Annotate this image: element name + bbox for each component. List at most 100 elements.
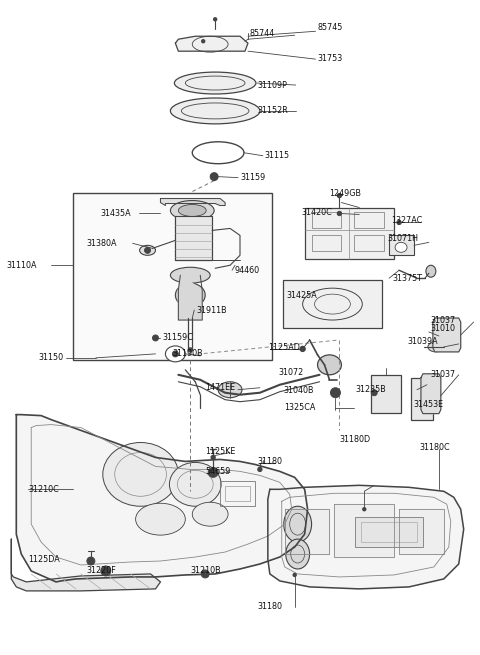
Ellipse shape: [170, 267, 210, 283]
Circle shape: [397, 221, 401, 225]
Polygon shape: [399, 509, 444, 554]
Text: 1325CA: 1325CA: [284, 403, 315, 412]
Circle shape: [300, 346, 305, 351]
Polygon shape: [16, 415, 308, 582]
Text: 31115: 31115: [265, 151, 290, 160]
Polygon shape: [335, 504, 394, 557]
Circle shape: [212, 174, 216, 179]
Text: 1125AD: 1125AD: [268, 343, 300, 352]
Ellipse shape: [286, 539, 310, 569]
Ellipse shape: [435, 324, 459, 348]
Circle shape: [201, 570, 209, 578]
Circle shape: [337, 212, 341, 215]
Circle shape: [103, 568, 109, 574]
Text: 94460: 94460: [234, 266, 259, 274]
Text: 31180D: 31180D: [339, 435, 371, 444]
Text: 31152R: 31152R: [258, 106, 288, 115]
Text: 1327AC: 1327AC: [391, 216, 422, 225]
Ellipse shape: [284, 506, 312, 542]
Circle shape: [210, 173, 218, 181]
Circle shape: [154, 337, 157, 339]
Ellipse shape: [428, 342, 444, 352]
Text: 1125KE: 1125KE: [205, 447, 236, 456]
Polygon shape: [433, 318, 461, 352]
Circle shape: [87, 557, 95, 565]
Circle shape: [258, 468, 262, 472]
Ellipse shape: [192, 502, 228, 526]
Text: 31180C: 31180C: [419, 443, 450, 452]
Text: 1249GB: 1249GB: [329, 189, 361, 198]
Text: 85745: 85745: [318, 23, 343, 32]
Text: 31190B: 31190B: [172, 349, 203, 358]
Circle shape: [144, 248, 151, 253]
Text: 31375T: 31375T: [392, 274, 422, 283]
Polygon shape: [175, 36, 248, 51]
Polygon shape: [268, 485, 464, 589]
FancyBboxPatch shape: [283, 280, 382, 328]
Ellipse shape: [174, 72, 256, 94]
Text: 31753: 31753: [318, 54, 343, 63]
Circle shape: [293, 574, 296, 576]
Text: 31435A: 31435A: [101, 209, 132, 218]
Text: 31180: 31180: [258, 603, 283, 611]
Ellipse shape: [103, 443, 179, 506]
Ellipse shape: [426, 265, 436, 277]
Text: 1471EE: 1471EE: [205, 383, 235, 392]
Circle shape: [101, 566, 111, 576]
Circle shape: [203, 571, 208, 576]
Circle shape: [371, 390, 377, 396]
Ellipse shape: [318, 355, 341, 375]
Text: 31420C: 31420C: [301, 208, 332, 217]
Circle shape: [337, 194, 341, 198]
Text: 31453E: 31453E: [413, 400, 443, 409]
Ellipse shape: [170, 200, 214, 221]
Text: 31210C: 31210C: [28, 485, 59, 494]
Circle shape: [188, 348, 192, 352]
Text: 31109P: 31109P: [258, 81, 288, 90]
Text: 31180: 31180: [258, 457, 283, 466]
Text: 31037: 31037: [431, 370, 456, 379]
Circle shape: [330, 388, 340, 398]
Ellipse shape: [440, 329, 454, 343]
Text: 31220F: 31220F: [87, 567, 117, 576]
Text: 31425A: 31425A: [287, 291, 317, 299]
Text: 1125DA: 1125DA: [28, 555, 60, 563]
Text: 31071H: 31071H: [387, 234, 418, 243]
Circle shape: [333, 390, 338, 396]
Text: 31040B: 31040B: [284, 386, 314, 395]
Text: 31039A: 31039A: [407, 337, 438, 346]
Text: 31159: 31159: [240, 173, 265, 182]
Polygon shape: [179, 275, 202, 320]
Ellipse shape: [218, 382, 242, 398]
Circle shape: [214, 18, 216, 21]
Circle shape: [210, 470, 216, 476]
Ellipse shape: [136, 503, 185, 535]
Text: 31911B: 31911B: [196, 306, 227, 314]
Text: 31037: 31037: [431, 316, 456, 324]
Circle shape: [363, 508, 366, 511]
Circle shape: [153, 335, 158, 341]
Ellipse shape: [166, 346, 185, 362]
Text: 54659: 54659: [205, 467, 230, 476]
Ellipse shape: [179, 204, 206, 216]
FancyBboxPatch shape: [371, 375, 401, 413]
Text: 31072: 31072: [279, 368, 304, 377]
Text: 31110A: 31110A: [6, 261, 37, 270]
Circle shape: [202, 40, 204, 43]
Text: 31010: 31010: [431, 324, 456, 333]
Ellipse shape: [169, 462, 221, 506]
Circle shape: [88, 559, 93, 563]
Polygon shape: [285, 509, 329, 554]
Text: 31210B: 31210B: [190, 567, 221, 576]
Circle shape: [211, 455, 215, 459]
Ellipse shape: [170, 98, 260, 124]
Polygon shape: [421, 374, 441, 414]
Polygon shape: [12, 539, 160, 591]
FancyBboxPatch shape: [389, 235, 414, 255]
Ellipse shape: [140, 246, 156, 255]
FancyBboxPatch shape: [175, 216, 212, 260]
Text: 31235B: 31235B: [355, 385, 386, 394]
Text: 31159C: 31159C: [162, 333, 193, 343]
FancyBboxPatch shape: [355, 517, 423, 547]
FancyBboxPatch shape: [411, 378, 433, 420]
